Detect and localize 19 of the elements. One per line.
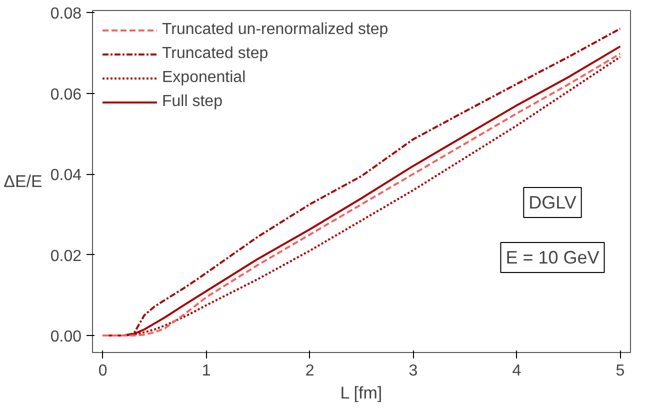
legend-label: Full step [162, 93, 222, 111]
x-tick-label: 1 [202, 362, 211, 380]
y-tick-label: 0.06 [50, 86, 82, 104]
y-tick-label: 0.02 [50, 248, 82, 265]
x-tick-label: 4 [512, 362, 522, 380]
y-tick-label: 0.04 [50, 167, 82, 184]
y-axis-title: ΔE/E [4, 172, 42, 191]
annotation: DGLV [528, 192, 576, 212]
y-tick-label: 0.08 [50, 6, 82, 23]
x-tick-label: 3 [408, 362, 418, 380]
x-tick-label: 0 [98, 362, 108, 380]
x-tick-label: 2 [305, 362, 314, 380]
y-tick-label: 0.00 [50, 328, 82, 346]
legend-label: Truncated step [162, 45, 268, 63]
x-axis-title: L [fm] [340, 384, 382, 402]
legend-label: Truncated un-renormalized step [162, 21, 388, 39]
x-tick-label: 5 [616, 362, 625, 380]
legend-label: Exponential [162, 69, 246, 87]
annotation: E = 10 GeV [506, 248, 600, 268]
